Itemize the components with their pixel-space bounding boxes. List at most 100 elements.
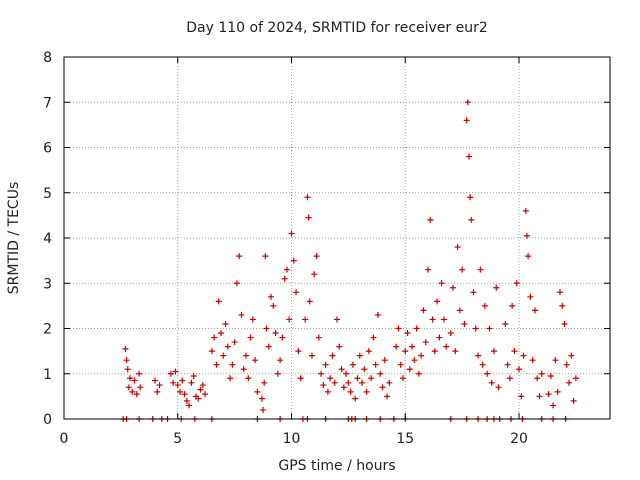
data-point: [156, 382, 163, 389]
data-point: [488, 379, 495, 386]
data-point: [502, 320, 509, 327]
data-point: [438, 280, 445, 287]
data-point: [211, 334, 218, 341]
data-point: [472, 325, 479, 332]
data-point: [268, 293, 275, 300]
y-tick-label: 6: [43, 141, 52, 157]
data-point: [224, 343, 231, 350]
data-point: [247, 334, 254, 341]
y-tick-label: 2: [43, 322, 52, 338]
data-point: [238, 311, 245, 318]
data-point: [188, 379, 195, 386]
data-point: [338, 366, 345, 373]
data-point: [277, 357, 284, 364]
data-point: [270, 302, 277, 309]
data-point: [293, 289, 300, 296]
data-point: [511, 348, 518, 355]
data-point: [199, 382, 206, 389]
data-point: [202, 391, 209, 398]
data-point: [197, 386, 204, 393]
data-point: [368, 375, 375, 382]
data-point: [295, 348, 302, 355]
data-point: [552, 357, 559, 364]
data-point: [377, 370, 384, 377]
data-point: [174, 382, 181, 389]
data-point: [190, 373, 197, 380]
data-point: [436, 334, 443, 341]
data-point: [409, 343, 416, 350]
data-point: [154, 388, 161, 395]
data-point: [304, 194, 311, 201]
data-point: [570, 397, 577, 404]
data-point: [240, 366, 247, 373]
axis-ticks: 0 5 10 15 20 0 1 2 3 4 5 6 7 8: [43, 50, 610, 447]
data-point: [137, 384, 144, 391]
data-point: [531, 307, 538, 314]
data-point: [559, 302, 566, 309]
data-point: [311, 271, 318, 278]
data-point: [516, 366, 522, 373]
data-point: [454, 244, 461, 251]
data-point: [324, 388, 331, 395]
data-point: [470, 289, 477, 296]
data-point: [349, 361, 356, 368]
data-point: [393, 343, 400, 350]
data-point: [554, 388, 561, 395]
data-point: [152, 377, 158, 384]
data-point: [450, 284, 457, 291]
data-point: [477, 266, 484, 273]
data-point: [468, 216, 475, 223]
data-point: [213, 361, 220, 368]
y-tick-label: 3: [43, 276, 52, 292]
data-point: [272, 330, 279, 337]
data-point: [490, 348, 497, 355]
data-point: [365, 348, 372, 355]
data-point: [465, 153, 472, 160]
data-point: [320, 382, 327, 389]
data-point: [281, 275, 288, 282]
data-point: [484, 370, 491, 377]
data-point: [123, 357, 130, 364]
data-point: [475, 352, 482, 359]
data-point: [479, 361, 486, 368]
data-point: [352, 395, 359, 402]
data-point: [318, 370, 325, 377]
data-point: [463, 117, 470, 124]
grid-lines: [64, 57, 610, 419]
y-tick-label: 5: [43, 186, 52, 202]
data-point: [306, 298, 313, 305]
data-point: [331, 379, 338, 386]
data-point: [513, 280, 520, 287]
data-point: [236, 253, 243, 260]
data-point: [354, 375, 361, 382]
data-point: [233, 280, 240, 287]
data-point: [329, 352, 336, 359]
data-point: [254, 388, 261, 395]
data-point: [124, 366, 131, 373]
data-point: [302, 316, 309, 323]
data-point: [288, 230, 295, 237]
data-point: [504, 361, 511, 368]
data-point: [411, 357, 418, 364]
data-point: [186, 402, 193, 409]
data-point: [274, 370, 281, 377]
data-point: [493, 284, 500, 291]
data-point: [538, 370, 545, 377]
y-tick-label: 7: [43, 95, 52, 111]
data-point: [459, 266, 466, 273]
data-point: [545, 391, 552, 398]
data-point: [179, 377, 186, 384]
data-point: [425, 266, 431, 273]
data-point: [431, 348, 438, 355]
data-point: [561, 320, 568, 327]
data-point: [529, 357, 536, 364]
data-point: [379, 384, 386, 391]
data-point: [340, 384, 347, 391]
data-point: [359, 379, 366, 386]
data-point: [283, 266, 290, 273]
data-point: [547, 373, 554, 380]
data-point: [440, 316, 447, 323]
data-point: [208, 348, 215, 355]
data-point: [363, 388, 370, 395]
